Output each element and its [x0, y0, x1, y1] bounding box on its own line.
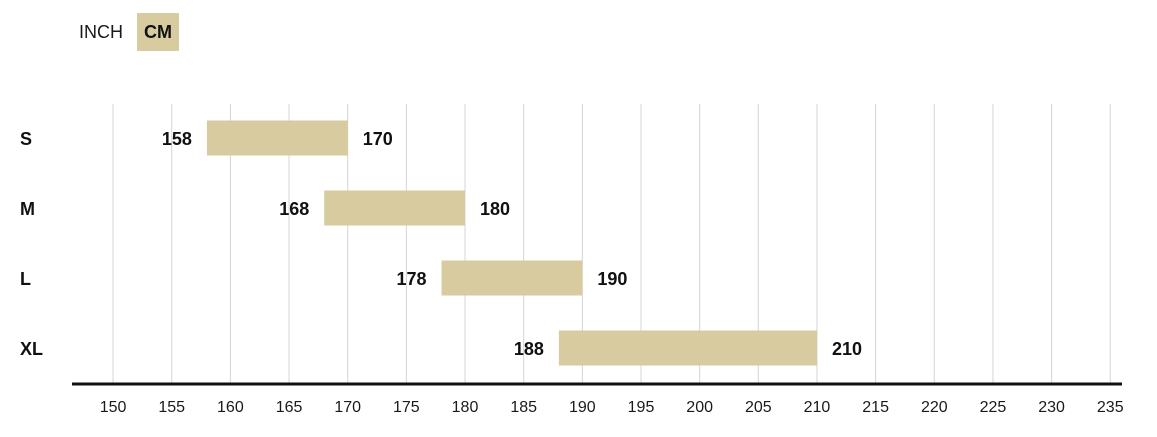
- range-max-label: 170: [363, 129, 393, 149]
- x-tick-label: 185: [510, 399, 537, 416]
- range-min-label: 168: [279, 199, 309, 219]
- x-tick-label: 230: [1038, 399, 1065, 416]
- category-label: S: [20, 129, 32, 149]
- range-bar[interactable]: [441, 260, 583, 296]
- category-label: M: [20, 199, 35, 219]
- x-tick-label: 205: [745, 399, 772, 416]
- x-tick-label: 215: [862, 399, 889, 416]
- x-tick-label: 210: [804, 399, 831, 416]
- range-bar[interactable]: [206, 120, 348, 156]
- range-min-label: 158: [162, 129, 192, 149]
- x-tick-label: 190: [569, 399, 596, 416]
- unit-toggle: INCH CM: [72, 13, 179, 51]
- x-tick-label: 235: [1097, 399, 1124, 416]
- x-tick-label: 220: [921, 399, 948, 416]
- range-max-label: 180: [480, 199, 510, 219]
- x-tick-label: 155: [158, 399, 185, 416]
- x-tick-label: 195: [628, 399, 655, 416]
- range-max-label: 210: [832, 339, 862, 359]
- category-label: XL: [20, 339, 43, 359]
- x-tick-label: 175: [393, 399, 420, 416]
- x-tick-label: 165: [276, 399, 303, 416]
- range-max-label: 190: [597, 269, 627, 289]
- unit-cm-button[interactable]: CM: [137, 13, 179, 51]
- range-min-label: 178: [397, 269, 427, 289]
- x-tick-label: 225: [980, 399, 1007, 416]
- x-tick-label: 170: [334, 399, 361, 416]
- unit-inch-button[interactable]: INCH: [79, 22, 123, 42]
- x-tick-label: 180: [452, 399, 479, 416]
- x-tick-label: 160: [217, 399, 244, 416]
- range-bar[interactable]: [324, 190, 466, 226]
- x-tick-label: 200: [686, 399, 713, 416]
- category-label: L: [20, 269, 31, 289]
- range-min-label: 188: [514, 339, 544, 359]
- range-bar[interactable]: [558, 330, 817, 366]
- x-tick-label: 150: [100, 399, 127, 416]
